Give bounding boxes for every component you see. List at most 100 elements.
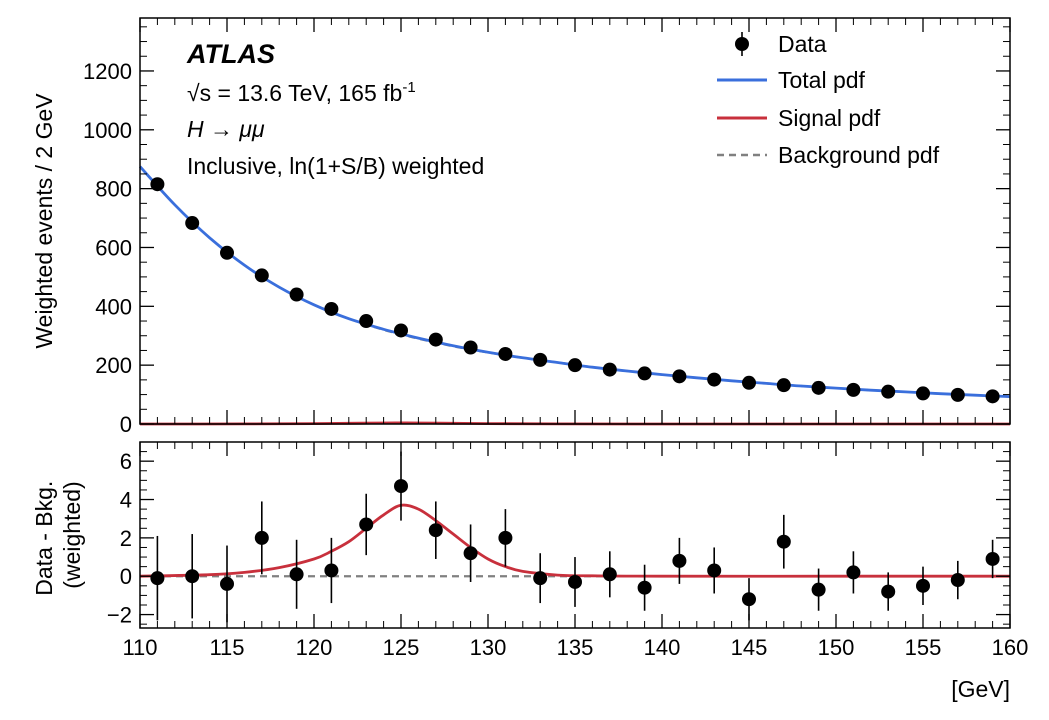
ratio-y-axis-label-line2: (weighted) bbox=[59, 481, 85, 588]
main-data-point bbox=[498, 346, 513, 361]
x-tick-label: 115 bbox=[209, 635, 244, 660]
ratio-data-point bbox=[568, 574, 582, 589]
x-tick-label: 110 bbox=[122, 635, 157, 660]
ratio-data-point bbox=[185, 569, 200, 584]
main-y-tick-label: 200 bbox=[95, 353, 132, 378]
ratio-data-point bbox=[533, 571, 548, 586]
legend-data-marker bbox=[735, 32, 749, 56]
legend-signal-pdf-label: Signal pdf bbox=[778, 105, 881, 131]
main-data-point bbox=[776, 378, 791, 393]
ratio-data-point bbox=[742, 592, 756, 607]
x-tick-label: 140 bbox=[644, 635, 681, 660]
energy-lumi-label: √s = 13.6 TeV, 165 fb-1 bbox=[187, 79, 416, 106]
legend-total-pdf-label: Total pdf bbox=[778, 67, 866, 93]
ratio-data-point bbox=[637, 580, 652, 595]
ratio-data-point bbox=[498, 530, 513, 545]
ratio-y-axis-label: Data - Bkg. (weighted) bbox=[31, 474, 85, 595]
ratio-data-point bbox=[985, 551, 1000, 566]
ratio-data-points bbox=[150, 451, 1000, 623]
selection-label: Inclusive, ln(1+S/B) weighted bbox=[187, 153, 484, 179]
ratio-data-point bbox=[672, 553, 687, 568]
main-y-axis-label: Weighted events / 2 GeV bbox=[31, 93, 57, 349]
ratio-y-tick-label: 0 bbox=[120, 564, 132, 589]
ratio-data-point bbox=[707, 563, 722, 578]
main-y-tick-label: 0 bbox=[120, 412, 132, 437]
ratio-data-point bbox=[846, 565, 861, 580]
main-y-tick-label: 1000 bbox=[83, 118, 132, 143]
ratio-y-tick-label: 2 bbox=[120, 526, 132, 551]
main-data-point bbox=[846, 382, 861, 397]
ratio-data-point bbox=[463, 546, 478, 561]
main-data-point bbox=[289, 287, 304, 302]
main-data-point bbox=[150, 177, 165, 192]
x-tick-label: 150 bbox=[818, 635, 855, 660]
ratio-data-point bbox=[811, 582, 826, 597]
main-data-point bbox=[533, 352, 548, 367]
main-x-ticks bbox=[139, 18, 1011, 424]
main-data-point bbox=[568, 358, 582, 373]
x-tick-label: 145 bbox=[731, 635, 768, 660]
main-data-point bbox=[428, 332, 443, 347]
main-data-point bbox=[881, 384, 896, 399]
main-data-point bbox=[185, 216, 200, 231]
ratio-data-point bbox=[394, 479, 408, 494]
ratio-data-point bbox=[776, 534, 791, 549]
ratio-data-point bbox=[289, 567, 304, 582]
x-tick-label: 155 bbox=[905, 635, 942, 660]
ratio-data-point bbox=[359, 517, 374, 532]
ratio-data-point bbox=[324, 563, 339, 578]
atlas-label: ATLAS bbox=[186, 39, 275, 69]
x-tick-label: 125 bbox=[383, 635, 420, 660]
legend: Data Total pdf Signal pdf Background pdf bbox=[717, 31, 940, 168]
main-data-point bbox=[602, 362, 617, 377]
main-data-point bbox=[707, 372, 722, 387]
main-data-point bbox=[394, 323, 408, 338]
main-data-point bbox=[324, 301, 339, 316]
process-label: H → μμ bbox=[187, 116, 265, 142]
x-axis-label: [GeV] bbox=[951, 676, 1010, 702]
ratio-data-point bbox=[254, 530, 269, 545]
ratio-data-point bbox=[150, 571, 165, 586]
ratio-y-axis-label-line1: Data - Bkg. bbox=[31, 481, 57, 596]
ratio-panel: −2 0 2 4 6 110 115 120 125 130 135 140 145 150 155 160… bbox=[31, 441, 1028, 702]
legend-background-pdf-label: Background pdf bbox=[778, 142, 940, 168]
main-y-tick-label: 800 bbox=[95, 177, 132, 202]
main-data-point bbox=[359, 314, 374, 329]
x-tick-label: 135 bbox=[557, 635, 594, 660]
main-curves bbox=[138, 165, 1011, 426]
ratio-y-tick-label: −2 bbox=[107, 603, 132, 628]
main-y-tick-label: 400 bbox=[95, 294, 132, 319]
main-data-point bbox=[463, 340, 478, 355]
ratio-x-ticks: 110 115 120 125 130 135 140 145 150 155 160 bbox=[122, 442, 1028, 660]
x-tick-label: 120 bbox=[296, 635, 333, 660]
main-data-point bbox=[742, 375, 756, 390]
main-data-point bbox=[811, 380, 826, 395]
x-tick-label: 130 bbox=[470, 635, 507, 660]
x-tick-label: 160 bbox=[992, 635, 1029, 660]
main-panel: 0 200 400 600 800 1000 1200 Weighted events / … bbox=[31, 17, 1011, 437]
main-y-tick-label: 1200 bbox=[83, 59, 132, 84]
main-data-point bbox=[950, 387, 965, 402]
ratio-data-point bbox=[220, 576, 234, 591]
main-y-tick-label: 600 bbox=[95, 235, 132, 260]
lumi-superscript: -1 bbox=[402, 79, 415, 96]
ratio-data-point bbox=[950, 573, 965, 588]
main-data-points bbox=[150, 177, 1000, 404]
ratio-data-point bbox=[428, 523, 443, 538]
main-data-point bbox=[220, 245, 234, 260]
main-data-point bbox=[672, 369, 687, 384]
ratio-data-point bbox=[916, 578, 930, 593]
legend-data-label: Data bbox=[778, 31, 827, 57]
ratio-data-point bbox=[881, 584, 896, 599]
main-data-point bbox=[254, 268, 269, 283]
ratio-data-point bbox=[602, 567, 617, 582]
energy-lumi-text: √s = 13.6 TeV, 165 fb bbox=[187, 80, 402, 106]
main-data-point bbox=[637, 366, 652, 381]
ratio-y-tick-label: 6 bbox=[120, 449, 132, 474]
ratio-y-ticks: −2 0 2 4 6 bbox=[107, 449, 1010, 628]
main-y-ticks: 0 200 400 600 800 1000 1200 bbox=[83, 26, 1010, 437]
ratio-y-tick-label: 4 bbox=[120, 488, 132, 513]
main-data-point bbox=[985, 389, 1000, 404]
main-data-point bbox=[916, 386, 930, 401]
